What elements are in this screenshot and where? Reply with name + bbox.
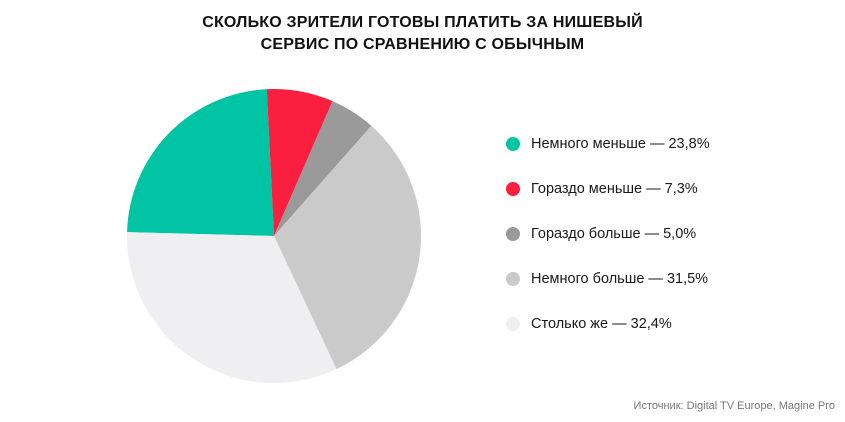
source-note: Источник: Digital TV Europe, Magine Pro	[633, 400, 835, 412]
chart-title: СКОЛЬКО ЗРИТЕЛИ ГОТОВЫ ПЛАТИТЬ ЗА НИШЕВЫ…	[0, 12, 845, 56]
legend-swatch-nemnogo-menshe	[506, 137, 520, 151]
legend-swatch-stolko-zhe	[506, 317, 520, 331]
pie-slice-gorazdo-menshe	[266, 89, 333, 236]
pie-slice-stolko-zhe	[126, 232, 337, 384]
pie-slice-nemnogo-bolshe	[274, 125, 422, 370]
legend-item-gorazdo-menshe: Гораздо меньше — 7,3%	[506, 177, 826, 222]
chart-title-line-2: СЕРВИС ПО СРАВНЕНИЮ С ОБЫЧНЫМ	[260, 36, 585, 53]
chart-legend: Немного меньше — 23,8% Гораздо меньше — …	[506, 132, 826, 357]
pie-slice-gorazdo-bolshe	[274, 101, 372, 237]
legend-swatch-gorazdo-bolshe	[506, 227, 520, 241]
chart-title-line-1: СКОЛЬКО ЗРИТЕЛИ ГОТОВЫ ПЛАТИТЬ ЗА НИШЕВЫ…	[202, 14, 643, 31]
legend-label-stolko-zhe: Столько же — 32,4%	[531, 316, 672, 332]
pie-slice-nemnogo-menshe	[127, 89, 274, 237]
legend-item-gorazdo-bolshe: Гораздо больше — 5,0%	[506, 222, 826, 267]
legend-item-stolko-zhe: Столько же — 32,4%	[506, 312, 826, 357]
legend-swatch-nemnogo-bolshe	[506, 272, 520, 286]
legend-item-nemnogo-bolshe: Немного больше — 31,5%	[506, 267, 826, 312]
legend-label-nemnogo-menshe: Немного меньше — 23,8%	[531, 136, 710, 152]
legend-item-nemnogo-menshe: Немного меньше — 23,8%	[506, 132, 826, 177]
legend-swatch-gorazdo-menshe	[506, 182, 520, 196]
legend-label-gorazdo-menshe: Гораздо меньше — 7,3%	[531, 181, 698, 197]
legend-label-nemnogo-bolshe: Немного больше — 31,5%	[531, 271, 709, 287]
legend-label-gorazdo-bolshe: Гораздо больше — 5,0%	[531, 226, 697, 242]
